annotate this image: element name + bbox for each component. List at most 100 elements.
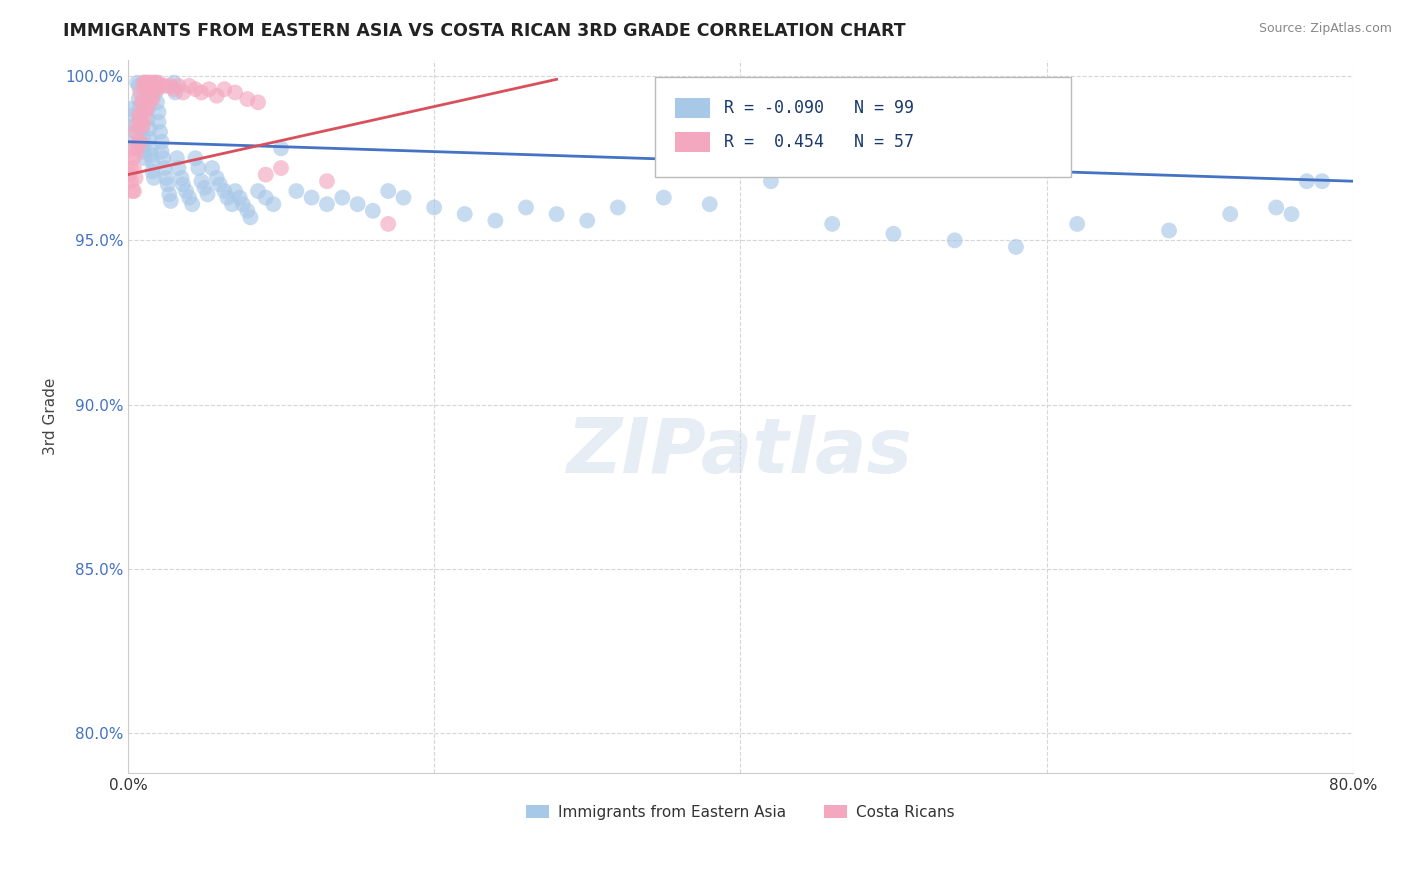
Point	[124, 125, 146, 139]
Point	[224, 184, 246, 198]
Point	[159, 194, 181, 208]
Point	[121, 108, 143, 122]
Point	[166, 151, 188, 165]
Point	[197, 187, 219, 202]
Point	[135, 82, 157, 96]
Point	[124, 125, 146, 139]
Point	[148, 115, 170, 129]
Point	[943, 233, 966, 247]
Point	[236, 203, 259, 218]
Point	[247, 95, 270, 110]
Point	[821, 217, 844, 231]
Point	[155, 170, 177, 185]
Point	[132, 131, 155, 145]
Point	[146, 82, 169, 96]
Point	[232, 197, 254, 211]
Point	[239, 211, 262, 225]
Point	[134, 76, 156, 90]
Point	[172, 86, 194, 100]
Point	[205, 170, 228, 185]
FancyBboxPatch shape	[675, 98, 710, 118]
Point	[145, 76, 167, 90]
Point	[224, 86, 246, 100]
Point	[423, 201, 446, 215]
Point	[652, 191, 675, 205]
Point	[148, 105, 170, 120]
Point	[135, 92, 157, 106]
Point	[146, 95, 169, 110]
Point	[1066, 217, 1088, 231]
Point	[120, 161, 142, 175]
Point	[285, 184, 308, 198]
FancyBboxPatch shape	[675, 132, 710, 152]
Point	[124, 135, 146, 149]
Point	[316, 174, 339, 188]
Point	[515, 201, 537, 215]
Text: ZIPatlas: ZIPatlas	[568, 415, 914, 489]
Point	[131, 95, 153, 110]
Point	[149, 125, 172, 139]
Point	[122, 141, 145, 155]
Point	[172, 178, 194, 192]
Point	[129, 135, 152, 149]
Point	[174, 184, 197, 198]
Point	[1265, 201, 1288, 215]
Point	[1281, 207, 1303, 221]
Point	[150, 135, 173, 149]
Point	[122, 119, 145, 133]
Point	[184, 151, 207, 165]
Point	[139, 141, 162, 155]
Point	[131, 119, 153, 133]
Point	[121, 151, 143, 165]
Point	[120, 102, 142, 116]
Point	[142, 82, 165, 96]
Point	[167, 78, 190, 93]
Point	[214, 184, 236, 198]
Point	[187, 161, 209, 175]
Point	[606, 201, 628, 215]
Point	[118, 168, 141, 182]
Point	[208, 178, 231, 192]
Point	[201, 161, 224, 175]
Point	[150, 145, 173, 159]
Point	[170, 170, 193, 185]
Text: R = -0.090   N = 99: R = -0.090 N = 99	[724, 99, 914, 117]
Point	[1219, 207, 1241, 221]
Point	[361, 203, 384, 218]
Point	[254, 191, 277, 205]
Point	[179, 191, 201, 205]
Point	[134, 82, 156, 96]
Point	[138, 82, 160, 96]
Point	[217, 191, 239, 205]
Point	[131, 121, 153, 136]
Point	[145, 76, 167, 90]
Point	[150, 78, 173, 93]
Point	[159, 78, 181, 93]
Point	[301, 191, 323, 205]
Y-axis label: 3rd Grade: 3rd Grade	[44, 377, 58, 455]
Point	[124, 148, 146, 162]
Point	[135, 102, 157, 116]
Text: R =  0.454   N = 57: R = 0.454 N = 57	[724, 133, 914, 151]
Point	[699, 197, 721, 211]
Point	[228, 191, 250, 205]
Text: Source: ZipAtlas.com: Source: ZipAtlas.com	[1258, 22, 1392, 36]
Point	[128, 108, 150, 122]
Point	[181, 197, 204, 211]
Point	[134, 151, 156, 165]
Point	[139, 148, 162, 162]
Point	[138, 131, 160, 145]
Point	[163, 76, 186, 90]
Point	[214, 82, 236, 96]
Point	[121, 184, 143, 198]
Point	[190, 86, 212, 100]
Point	[759, 174, 782, 188]
Point	[141, 76, 163, 90]
Point	[120, 174, 142, 188]
Point	[190, 174, 212, 188]
Point	[236, 92, 259, 106]
Point	[1005, 240, 1028, 254]
Point	[122, 161, 145, 175]
Point	[141, 154, 163, 169]
Point	[136, 76, 159, 90]
